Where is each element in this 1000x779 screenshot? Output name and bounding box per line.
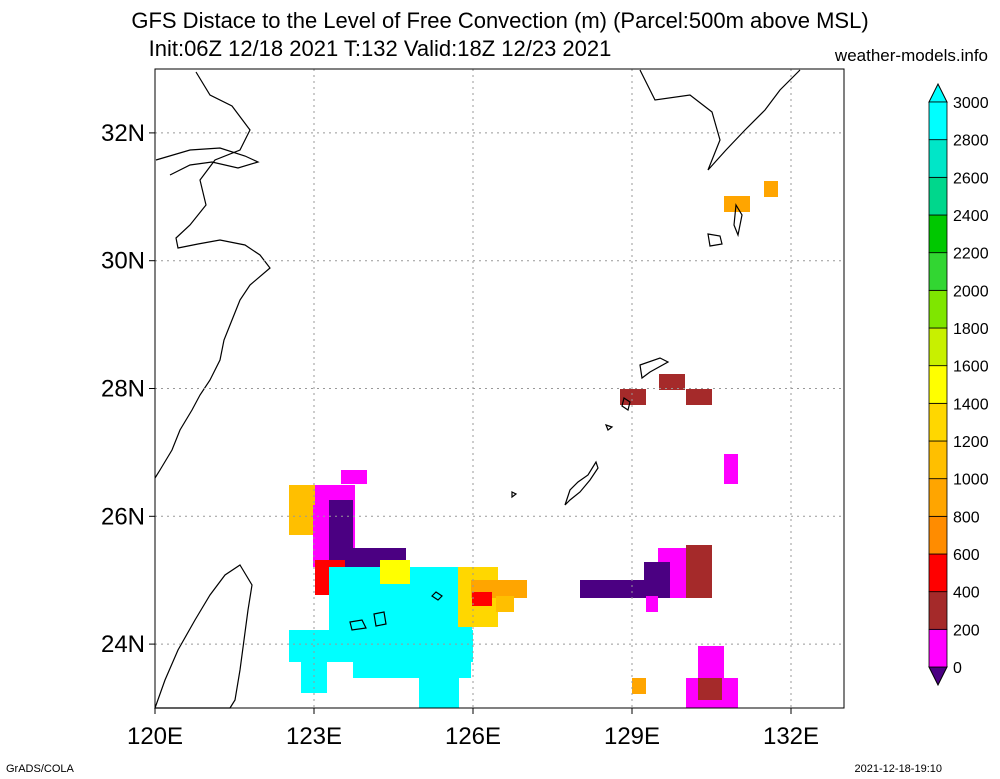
field-patch — [764, 181, 778, 197]
colorbar-label: 1400 — [953, 396, 989, 413]
colorbar-swatch — [928, 515, 948, 555]
colorbar-swatch — [928, 365, 948, 404]
gridlines — [155, 69, 844, 708]
field-patch — [289, 485, 317, 535]
field-patch — [724, 454, 738, 484]
colorbar-swatch — [928, 214, 948, 254]
colorbar-label: 200 — [953, 622, 980, 639]
field-patch — [419, 676, 459, 708]
colorbar-swatch — [928, 628, 948, 668]
colorbar-label: 400 — [953, 585, 980, 602]
colorbar-swatch — [928, 176, 948, 216]
footer-left: GrADS/COLA — [6, 763, 74, 775]
field-patch — [686, 545, 712, 598]
x-tick-label: 126E — [445, 723, 501, 750]
colorbar-swatch — [928, 289, 948, 329]
x-tick-label: 120E — [127, 723, 183, 750]
colorbar-swatch — [928, 139, 948, 178]
field-patch — [659, 374, 685, 390]
colorbar-swatch — [928, 327, 948, 367]
colorbar-label: 600 — [953, 547, 980, 564]
field-patch — [698, 646, 724, 678]
y-tick-label: 24N — [101, 631, 145, 658]
colorbar-label: 1800 — [953, 321, 989, 338]
site-credit: weather-models.info — [834, 46, 988, 65]
amami-island — [639, 357, 670, 380]
coastline-layer — [154, 69, 801, 709]
y-tick-label: 28N — [101, 376, 145, 403]
colorbar-label: 0 — [953, 660, 962, 677]
field-patch — [644, 562, 670, 598]
miyako-island — [431, 591, 443, 601]
yangtze-estuary — [155, 147, 260, 176]
colorbar-swatch — [928, 252, 948, 291]
kumejima-island — [511, 491, 518, 499]
field-patch — [289, 630, 473, 662]
iriomote-island — [373, 611, 387, 627]
y-tick-label: 32N — [101, 120, 145, 147]
ryukyu-islet — [604, 424, 614, 431]
colorbar-label: 2800 — [953, 133, 989, 150]
colorbar-label: 2000 — [953, 283, 989, 300]
colorbar-swatch — [928, 101, 948, 141]
field-patch — [724, 196, 750, 212]
colorbar-label: 2200 — [953, 246, 989, 263]
colorbar-swatch — [928, 402, 948, 442]
field-patch — [353, 660, 471, 678]
colorbar-swatch — [928, 478, 948, 517]
x-tick-label: 129E — [604, 723, 660, 750]
field-patch — [329, 500, 353, 568]
field-patch — [380, 560, 410, 584]
field-layer — [289, 181, 778, 708]
field-patch — [496, 596, 514, 612]
field-patch — [472, 592, 492, 606]
kyushu-coastline — [639, 69, 801, 171]
colorbar-over-arrow — [928, 82, 948, 103]
colorbar-label: 1000 — [953, 472, 989, 489]
colorbar-label: 2600 — [953, 170, 989, 187]
colorbar-label: 1600 — [953, 359, 989, 376]
field-patch — [632, 678, 646, 694]
china-coastline — [154, 71, 271, 479]
x-tick-label: 132E — [763, 723, 819, 750]
colorbar-label: 2400 — [953, 208, 989, 225]
chart-subtitle: Init:06Z 12/18 2021 T:132 Valid:18Z 12/2… — [148, 36, 612, 61]
okinawa-island — [564, 460, 599, 506]
axis-ticks: 120E 123E 126E 129E 132E 24N 26N 28N 30N 32N — [101, 120, 819, 750]
colorbar-swatch — [928, 440, 948, 480]
field-patch — [646, 596, 658, 612]
field-patch — [698, 678, 722, 700]
colorbar-label: 3000 — [953, 95, 989, 112]
colorbar-swatch — [928, 553, 948, 593]
field-patch — [580, 580, 658, 598]
field-patch — [620, 389, 646, 405]
yakushima-island — [707, 233, 723, 247]
map-frame — [154, 68, 845, 709]
field-patch — [686, 389, 712, 405]
y-tick-label: 30N — [101, 248, 145, 275]
footer-right: 2021-12-18-19:10 — [854, 763, 942, 775]
tanegashima-island — [733, 203, 743, 238]
y-tick-label: 26N — [101, 503, 145, 530]
colorbar-under-arrow — [928, 666, 948, 687]
chart-title: GFS Distace to the Level of Free Convect… — [131, 8, 869, 33]
x-tick-label: 123E — [286, 723, 342, 750]
field-patch — [341, 470, 367, 484]
colorbar-swatch — [928, 591, 948, 630]
colorbar-label: 800 — [953, 509, 980, 526]
ishigaki-island — [349, 619, 367, 631]
tokunoshima-island — [621, 397, 631, 411]
colorbar-label: 1200 — [953, 434, 989, 451]
colorbar: 0 200 400 600 800 1000 1200 1400 1600 1800 2000 220… — [928, 82, 989, 687]
taiwan-coastline — [154, 564, 253, 709]
